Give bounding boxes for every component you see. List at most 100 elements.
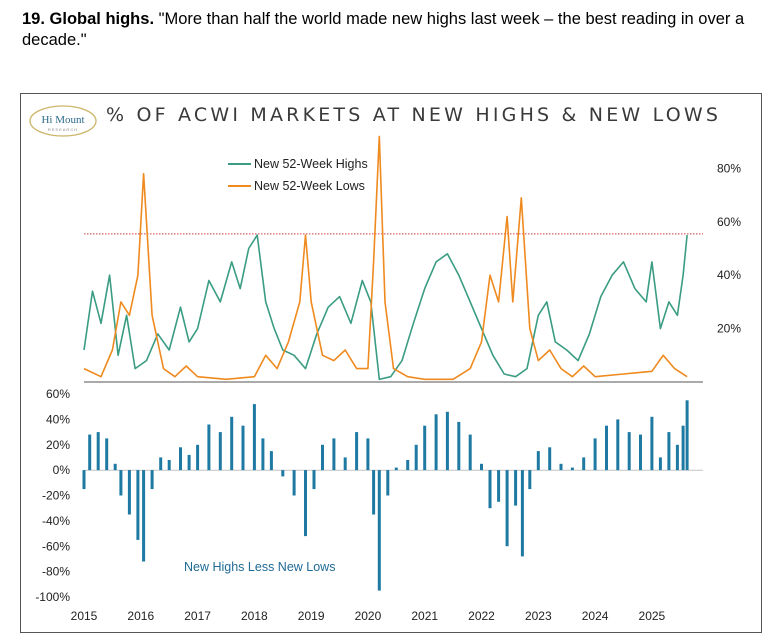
bottom-y-tick-label: 0% [53,463,71,477]
difference-bar [269,451,273,471]
top-y-tick-label: 60% [717,215,741,229]
difference-bar [136,470,140,540]
difference-bar [127,470,131,515]
difference-bar [528,470,532,490]
bottom-y-tick-label: -80% [42,565,70,579]
x-tick-label: 2025 [639,609,666,623]
difference-bar [681,425,685,471]
difference-bar [187,454,191,471]
top-y-tick-label: 80% [717,161,741,175]
difference-bar [616,419,620,471]
difference-bar [480,463,483,471]
difference-bar [658,457,662,471]
difference-bar [304,470,307,537]
difference-bar [570,467,574,471]
x-tick-label: 2020 [355,609,382,623]
x-tick-label: 2016 [127,609,154,623]
logo: Hi Mount RESEARCH [29,105,97,137]
difference-bar [366,438,370,471]
bottom-y-tick-label: -20% [42,489,70,503]
bottom-y-tick-label: -100% [35,590,70,604]
difference-bar [207,424,211,471]
difference-bar [312,470,316,490]
x-tick-label: 2021 [411,609,438,623]
lows-series-line [83,135,688,381]
difference-bar [196,444,200,471]
bottom-y-tick-label: -40% [42,514,70,528]
top-panel: 20% 40% 60% 80% [83,135,741,383]
difference-bar [218,432,222,471]
difference-bar [548,447,552,471]
legend-highs-label: New 52-Week Highs [254,157,368,171]
difference-bar [372,470,376,515]
logo-line2: RESEARCH [48,127,78,132]
figure-caption: 19. Global highs. "More than half the wo… [22,9,766,51]
bottom-panel: 60% 40% 20% 0% -20% -40% -60% -80% -100%2015 2016… [35,387,703,623]
difference-bar [488,470,492,509]
x-tick-label: 2019 [298,609,325,623]
difference-bar [423,425,427,471]
difference-bar [667,432,671,471]
difference-bar [675,444,679,471]
difference-bar [520,470,524,557]
difference-bar [559,463,563,471]
difference-bar [142,470,146,562]
difference-bar [593,438,597,471]
difference-bar [167,460,171,471]
difference-bar [281,470,285,477]
difference-bar [105,438,109,471]
difference-bar [343,457,347,471]
difference-bar [414,444,418,471]
x-tick-label: 2018 [241,609,268,623]
difference-bar [445,411,449,471]
top-y-tick-label: 20% [717,322,741,336]
difference-bar [639,434,642,471]
top-y-tick-label: 40% [717,268,741,282]
difference-bar [605,425,608,471]
difference-bar [179,447,182,471]
caption-number: 19. Global highs. [22,10,155,28]
bottom-y-tick-label: -60% [42,539,70,553]
bottom-y-tick-label: 40% [46,412,70,426]
difference-bar [468,434,472,471]
difference-bar [394,467,398,471]
difference-bar [406,460,410,471]
x-tick-label: 2024 [582,609,609,623]
difference-bar [582,457,586,471]
difference-bar [150,470,154,490]
chart-title: % OF ACWI MARKETS AT NEW HIGHS & NEW LOW… [106,104,722,126]
difference-bar [685,400,689,471]
difference-bar [377,470,381,591]
legend: New 52-Week Highs New 52-Week Lows [228,157,368,193]
x-tick-label: 2022 [468,609,495,623]
bottom-annotation: New Highs Less New Lows [184,560,335,574]
legend-lows-label: New 52-Week Lows [254,179,365,193]
difference-bar [82,470,86,490]
difference-bar [355,432,359,471]
x-tick-label: 2015 [71,609,98,623]
difference-bar [292,470,296,496]
difference-bar [434,414,438,471]
difference-bar [96,432,100,471]
difference-bar [230,416,234,471]
difference-bar [113,463,117,471]
difference-bar [252,404,256,471]
difference-bar [119,470,123,496]
highs-series-line [83,234,688,381]
logo-line1: Hi Mount [41,114,84,126]
difference-bar [321,444,324,471]
difference-bar [386,470,390,496]
caption-text: "More than half the world made new highs… [22,10,745,49]
difference-bar [497,470,501,502]
difference-bar [88,434,92,471]
difference-bar [332,438,336,471]
difference-bar [536,451,540,471]
difference-bar [505,470,509,547]
difference-bar [261,438,265,471]
difference-bar [650,416,654,471]
difference-bar [457,421,461,471]
x-tick-label: 2017 [184,609,211,623]
difference-bar [241,425,245,471]
difference-bar [514,470,518,506]
